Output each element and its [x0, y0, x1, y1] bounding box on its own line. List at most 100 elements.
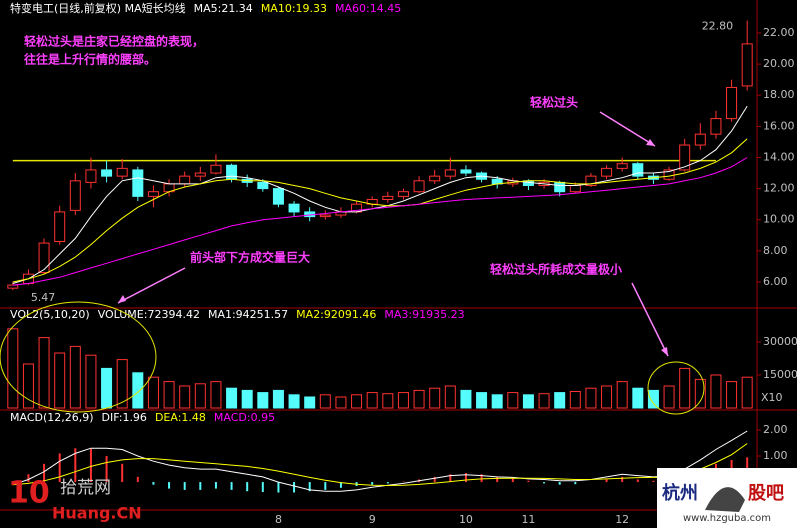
x-tick-label: 9: [369, 513, 376, 526]
legend-entry: 特变电工(日线,前复权) MA短长均线: [10, 1, 186, 15]
volume-bar: [382, 393, 394, 409]
volume-bar: [179, 385, 191, 409]
x-tick-label: 12: [615, 513, 629, 526]
candle-body: [85, 169, 97, 183]
candle-body: [382, 195, 394, 200]
volume-bar: [413, 389, 425, 409]
volume-bar: [147, 376, 159, 409]
volume-bar: [726, 381, 738, 409]
arrow-head: [661, 347, 668, 356]
arrow-head: [118, 295, 126, 303]
legend-entry: MA2:92091.46: [296, 308, 376, 321]
candle-body: [288, 203, 300, 213]
panel-header: VOL2(5,10,20) VOLUME:72394.42 MA1:94251.57…: [10, 308, 465, 321]
y-tick-label: 1.00: [763, 449, 788, 462]
annotation: 轻松过头是庄家已经控盘的表现，: [24, 34, 204, 49]
volume-bar: [366, 392, 378, 409]
candle-body: [69, 180, 81, 211]
candle-body: [7, 284, 19, 289]
volume-bar: [476, 392, 488, 409]
annotation: 往往是上升行情的腰部。: [24, 52, 156, 67]
low-label: 5.47: [31, 291, 56, 304]
candle-body: [694, 133, 706, 146]
legend-entry: MA10:19.33: [261, 2, 327, 15]
candle-body: [710, 118, 722, 135]
macd-line: [12, 430, 748, 492]
volume-bar: [257, 392, 269, 409]
highlight-ellipse: [0, 301, 157, 413]
volume-bar: [429, 387, 441, 409]
volume-bar: [85, 354, 97, 409]
y-tick-label: 22.00: [763, 26, 795, 39]
watermark-left: 10 拾荒网 Huang.CN: [8, 476, 142, 523]
legend-entry: MA3:91935.23: [384, 308, 464, 321]
unit-label: X10: [761, 391, 783, 404]
annotation: 轻松过头: [530, 95, 578, 110]
y-tick-label: 8.00: [763, 244, 788, 257]
candle-body: [413, 180, 425, 193]
volume-bar: [335, 396, 347, 409]
volume-bar: [194, 383, 206, 409]
candle-body: [460, 169, 472, 174]
volume-bar: [585, 387, 597, 409]
volume-bar: [351, 394, 363, 409]
candle-body: [179, 175, 191, 185]
arrow: [117, 267, 186, 304]
volume-bar: [538, 393, 550, 409]
panel-header: MACD(12,26,9) DIF:1.96 DEA:1.48 MACD:0.95: [10, 411, 275, 424]
candle-body: [54, 211, 66, 242]
legend-entry: DEA:1.48: [155, 411, 206, 424]
y-tick-label: 30000: [763, 335, 797, 348]
volume-bar: [304, 396, 316, 409]
volume-bar: [397, 392, 409, 409]
y-tick-label: 10.00: [763, 213, 795, 226]
candle-body: [569, 184, 581, 193]
candle-body: [194, 172, 206, 177]
x-tick-label: 10: [459, 513, 473, 526]
volume-bar: [601, 385, 613, 409]
y-tick-label: 20.00: [763, 57, 795, 70]
volume-bar: [444, 385, 456, 409]
y-tick-label: 15000: [763, 368, 797, 381]
y-tick-label: 12.00: [763, 182, 795, 195]
candle-body: [101, 169, 113, 177]
volume-bar: [319, 394, 331, 409]
y-tick-label: 16.00: [763, 119, 795, 132]
candle-body: [601, 167, 613, 177]
volume-bar: [272, 389, 284, 409]
y-tick-label: 18.00: [763, 88, 795, 101]
y-tick-label: 6.00: [763, 275, 788, 288]
candle-body: [319, 214, 331, 218]
volume-bar: [632, 387, 644, 409]
volume-bar: [241, 389, 253, 409]
arrow-head: [646, 139, 655, 146]
volume-bar: [101, 367, 113, 409]
highlight-ellipse: [647, 361, 705, 415]
candle-body: [444, 169, 456, 177]
volume-bar: [647, 389, 659, 409]
candle-body: [132, 169, 144, 197]
ma-line: [12, 138, 748, 283]
watermark-logo: 10: [8, 476, 50, 511]
ma-line: [12, 157, 748, 286]
volume-bar: [7, 328, 19, 409]
volume-bar: [22, 363, 34, 409]
watermark-text: 股吧: [747, 483, 784, 504]
volume-bar: [38, 337, 50, 409]
macd-line: [12, 443, 748, 487]
candle-body: [397, 191, 409, 197]
arrow: [599, 111, 656, 147]
legend-entry: MA1:94251.57: [208, 308, 288, 321]
ma-line: [12, 105, 748, 284]
watermark-text: Huang.CN: [52, 504, 142, 523]
y-tick-label: 14.00: [763, 150, 795, 163]
volume-bar: [554, 392, 566, 409]
volume-bar: [460, 389, 472, 409]
bull-icon: [705, 487, 745, 512]
candle-body: [147, 191, 159, 197]
legend-entry: VOLUME:72394.42: [98, 308, 200, 321]
candle-body: [257, 181, 269, 190]
watermark-text: www.hzguba.com: [683, 513, 771, 524]
legend-entry: VOL2(5,10,20): [10, 308, 90, 321]
volume-bar: [569, 391, 581, 409]
